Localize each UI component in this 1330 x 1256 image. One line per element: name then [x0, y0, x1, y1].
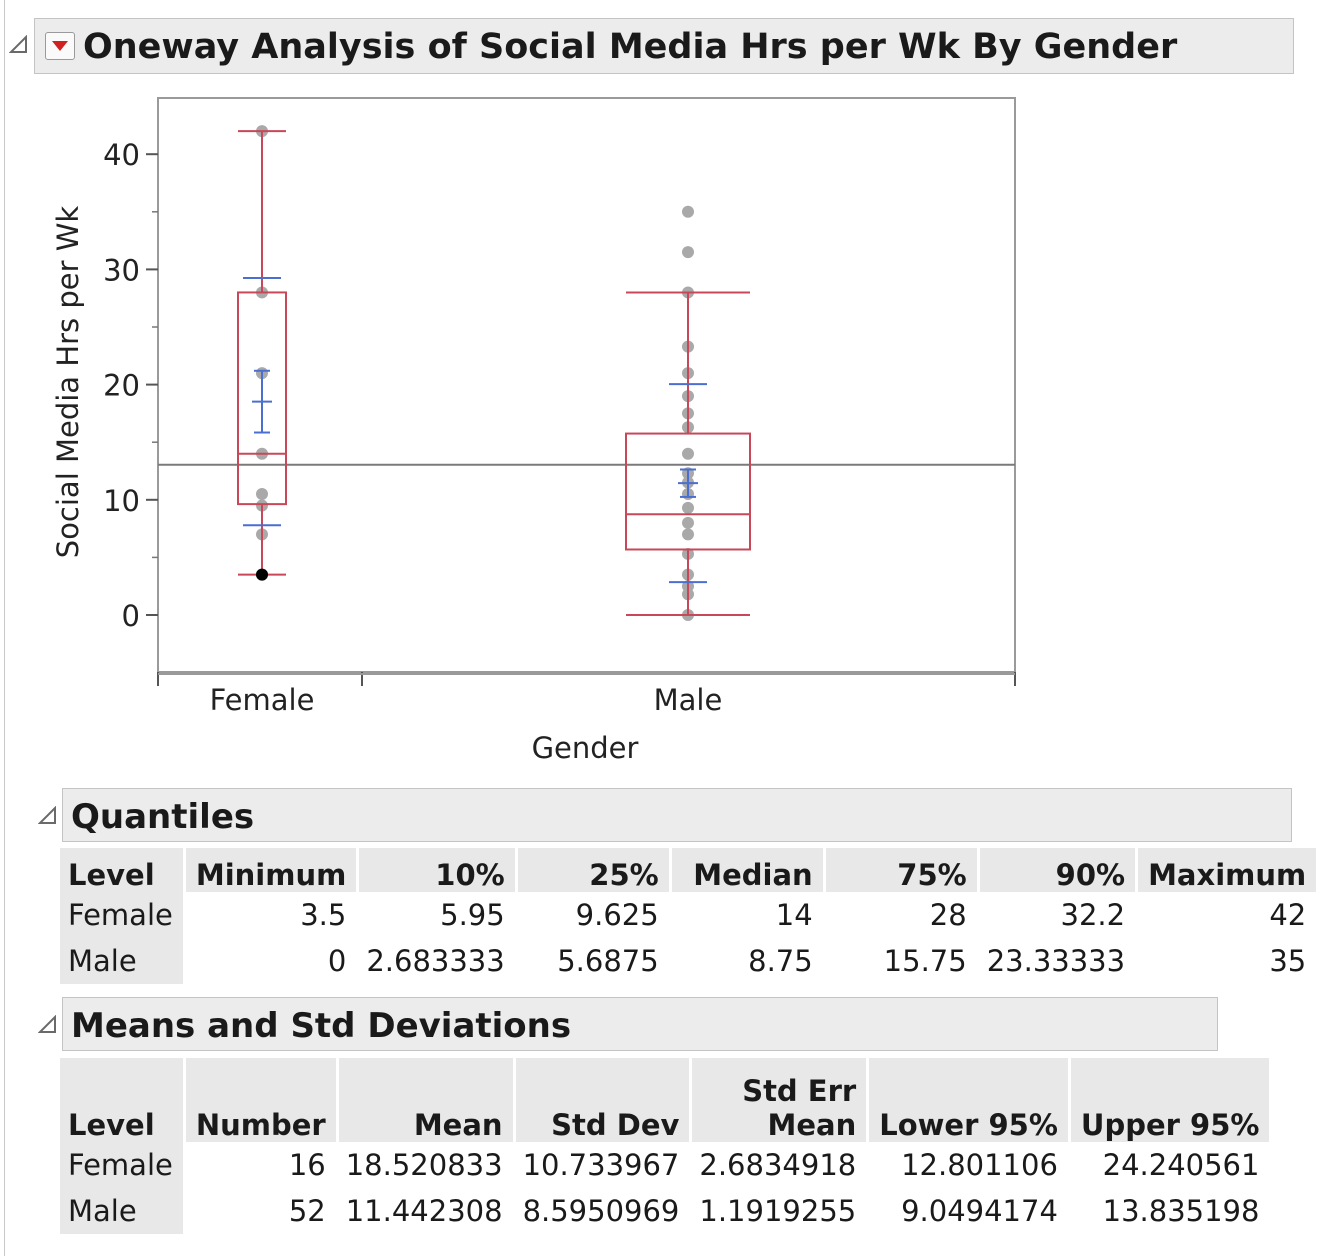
table-cell: 52 — [288, 1194, 326, 1228]
quantiles-header[interactable]: Quantiles — [62, 788, 1292, 842]
oneway-boxplot-chart: 0 10 20 30 40 Female Male Social Media Hrs pe… — [51, 97, 1016, 765]
column-header-lower-95-: Lower 95% — [866, 1058, 1068, 1142]
data-point — [682, 501, 694, 514]
column-header-minimum: Minimum — [182, 848, 357, 892]
table-cell: 15.75 — [883, 944, 967, 978]
column-header-mean: Mean — [335, 1058, 513, 1142]
x-axis-label: Gender — [532, 731, 639, 765]
table-cell: 2.683333 — [366, 944, 505, 978]
iqr-box — [237, 291, 287, 506]
x-axis: Female Male — [157, 672, 1016, 717]
table-row: Female 16 18.520833 10.733967 2.6834918 12.80… — [60, 1142, 1269, 1188]
quantiles-title: Quantiles — [71, 797, 255, 837]
x-tick-label-male: Male — [654, 683, 723, 717]
iqr-box — [625, 432, 751, 551]
table-cell: 18.520833 — [345, 1148, 503, 1182]
left-border-rule — [4, 0, 5, 1256]
red-triangle-menu-icon[interactable] — [45, 32, 75, 60]
y-tick-label: 20 — [103, 369, 140, 403]
data-point — [682, 205, 694, 218]
data-point — [682, 516, 694, 529]
row-level-label: Male — [60, 938, 183, 984]
column-header-median: Median — [668, 848, 823, 892]
table-cell: 8.5950969 — [522, 1194, 680, 1228]
table-cell: 13.835198 — [1102, 1194, 1260, 1228]
table-cell: 3.5 — [300, 898, 347, 932]
collapse-triangle-icon[interactable] — [9, 35, 27, 53]
report-title: Oneway Analysis of Social Media Hrs per … — [83, 27, 1178, 67]
table-cell: 32.2 — [1060, 898, 1126, 932]
column-header-upper-95-: Upper 95% — [1067, 1058, 1270, 1142]
means-std-header[interactable]: Means and Std Deviations — [62, 997, 1218, 1051]
table-cell: 35 — [1269, 944, 1307, 978]
table-cell: 14 — [775, 898, 813, 932]
means-std-table: Level Number Mean Std Dev Std Err Mean Lower 9… — [60, 1058, 1270, 1234]
plot-marks — [158, 125, 1015, 621]
column-header-number: Number — [182, 1058, 336, 1142]
column-header-level: Level — [60, 848, 183, 892]
data-point — [682, 447, 694, 460]
table-cell: 12.801106 — [901, 1148, 1058, 1182]
column-header-std-err-mean: Std Err Mean — [689, 1058, 867, 1142]
means-title: Means and Std Deviations — [71, 1006, 572, 1046]
oneway-report-header[interactable]: Oneway Analysis of Social Media Hrs per … — [34, 18, 1294, 74]
row-level-label: Female — [60, 892, 183, 938]
row-level-label: Male — [60, 1188, 183, 1234]
y-tick-label: 40 — [103, 138, 140, 172]
quantiles-collapse-triangle-icon[interactable] — [38, 806, 56, 824]
table-row: Male 52 11.442308 8.5950969 1.1919255 9.04941… — [60, 1188, 1269, 1234]
column-header-std-dev: Std Dev — [512, 1058, 690, 1142]
table-row: Male 0 2.683333 5.6875 8.75 15.75 23.33333 35 — [60, 938, 1316, 984]
table-cell: 1.1919255 — [699, 1194, 857, 1228]
table-row: Female 3.5 5.95 9.625 14 28 32.2 42 — [60, 892, 1316, 938]
table-cell: 2.6834918 — [699, 1148, 857, 1182]
table-cell: 11.442308 — [345, 1194, 503, 1228]
x-tick-label-female: Female — [210, 683, 315, 717]
table-cell: 9.625 — [575, 898, 659, 932]
table-cell: 10.733967 — [522, 1148, 680, 1182]
table-cell: 0 — [327, 944, 347, 978]
y-tick-label: 30 — [103, 253, 140, 287]
column-header-10-: 10% — [356, 848, 515, 892]
data-point — [256, 488, 268, 501]
table-cell: 5.6875 — [557, 944, 659, 978]
table-cell: 42 — [1269, 898, 1307, 932]
column-header-level: Level — [60, 1058, 183, 1142]
table-cell: 5.95 — [440, 898, 505, 932]
quantiles-table: Level Minimum 10% 25% Median 75% 90% Maximum Fe… — [60, 848, 1317, 984]
means-collapse-triangle-icon[interactable] — [38, 1015, 56, 1033]
table-cell: 28 — [929, 898, 967, 932]
column-header-maximum: Maximum — [1135, 848, 1317, 892]
row-level-label: Female — [60, 1142, 183, 1188]
data-point — [682, 246, 694, 259]
column-header-90-: 90% — [976, 848, 1136, 892]
table-cell: 9.0494174 — [901, 1194, 1058, 1228]
data-point — [682, 528, 694, 541]
plot-frame — [157, 97, 1016, 673]
y-axis: 0 10 20 30 40 — [103, 138, 158, 633]
y-axis-label: Social Media Hrs per Wk — [51, 206, 85, 559]
table-cell: 24.240561 — [1102, 1148, 1260, 1182]
box-group-male — [625, 205, 751, 621]
column-header-25-: 25% — [514, 848, 669, 892]
table-cell: 8.75 — [748, 944, 813, 978]
y-tick-label: 0 — [122, 599, 140, 633]
table-cell: 16 — [288, 1148, 326, 1182]
column-header-75-: 75% — [822, 848, 977, 892]
table-cell: 23.33333 — [986, 944, 1126, 978]
y-tick-label: 10 — [103, 484, 140, 518]
selected-data-point — [256, 568, 268, 581]
